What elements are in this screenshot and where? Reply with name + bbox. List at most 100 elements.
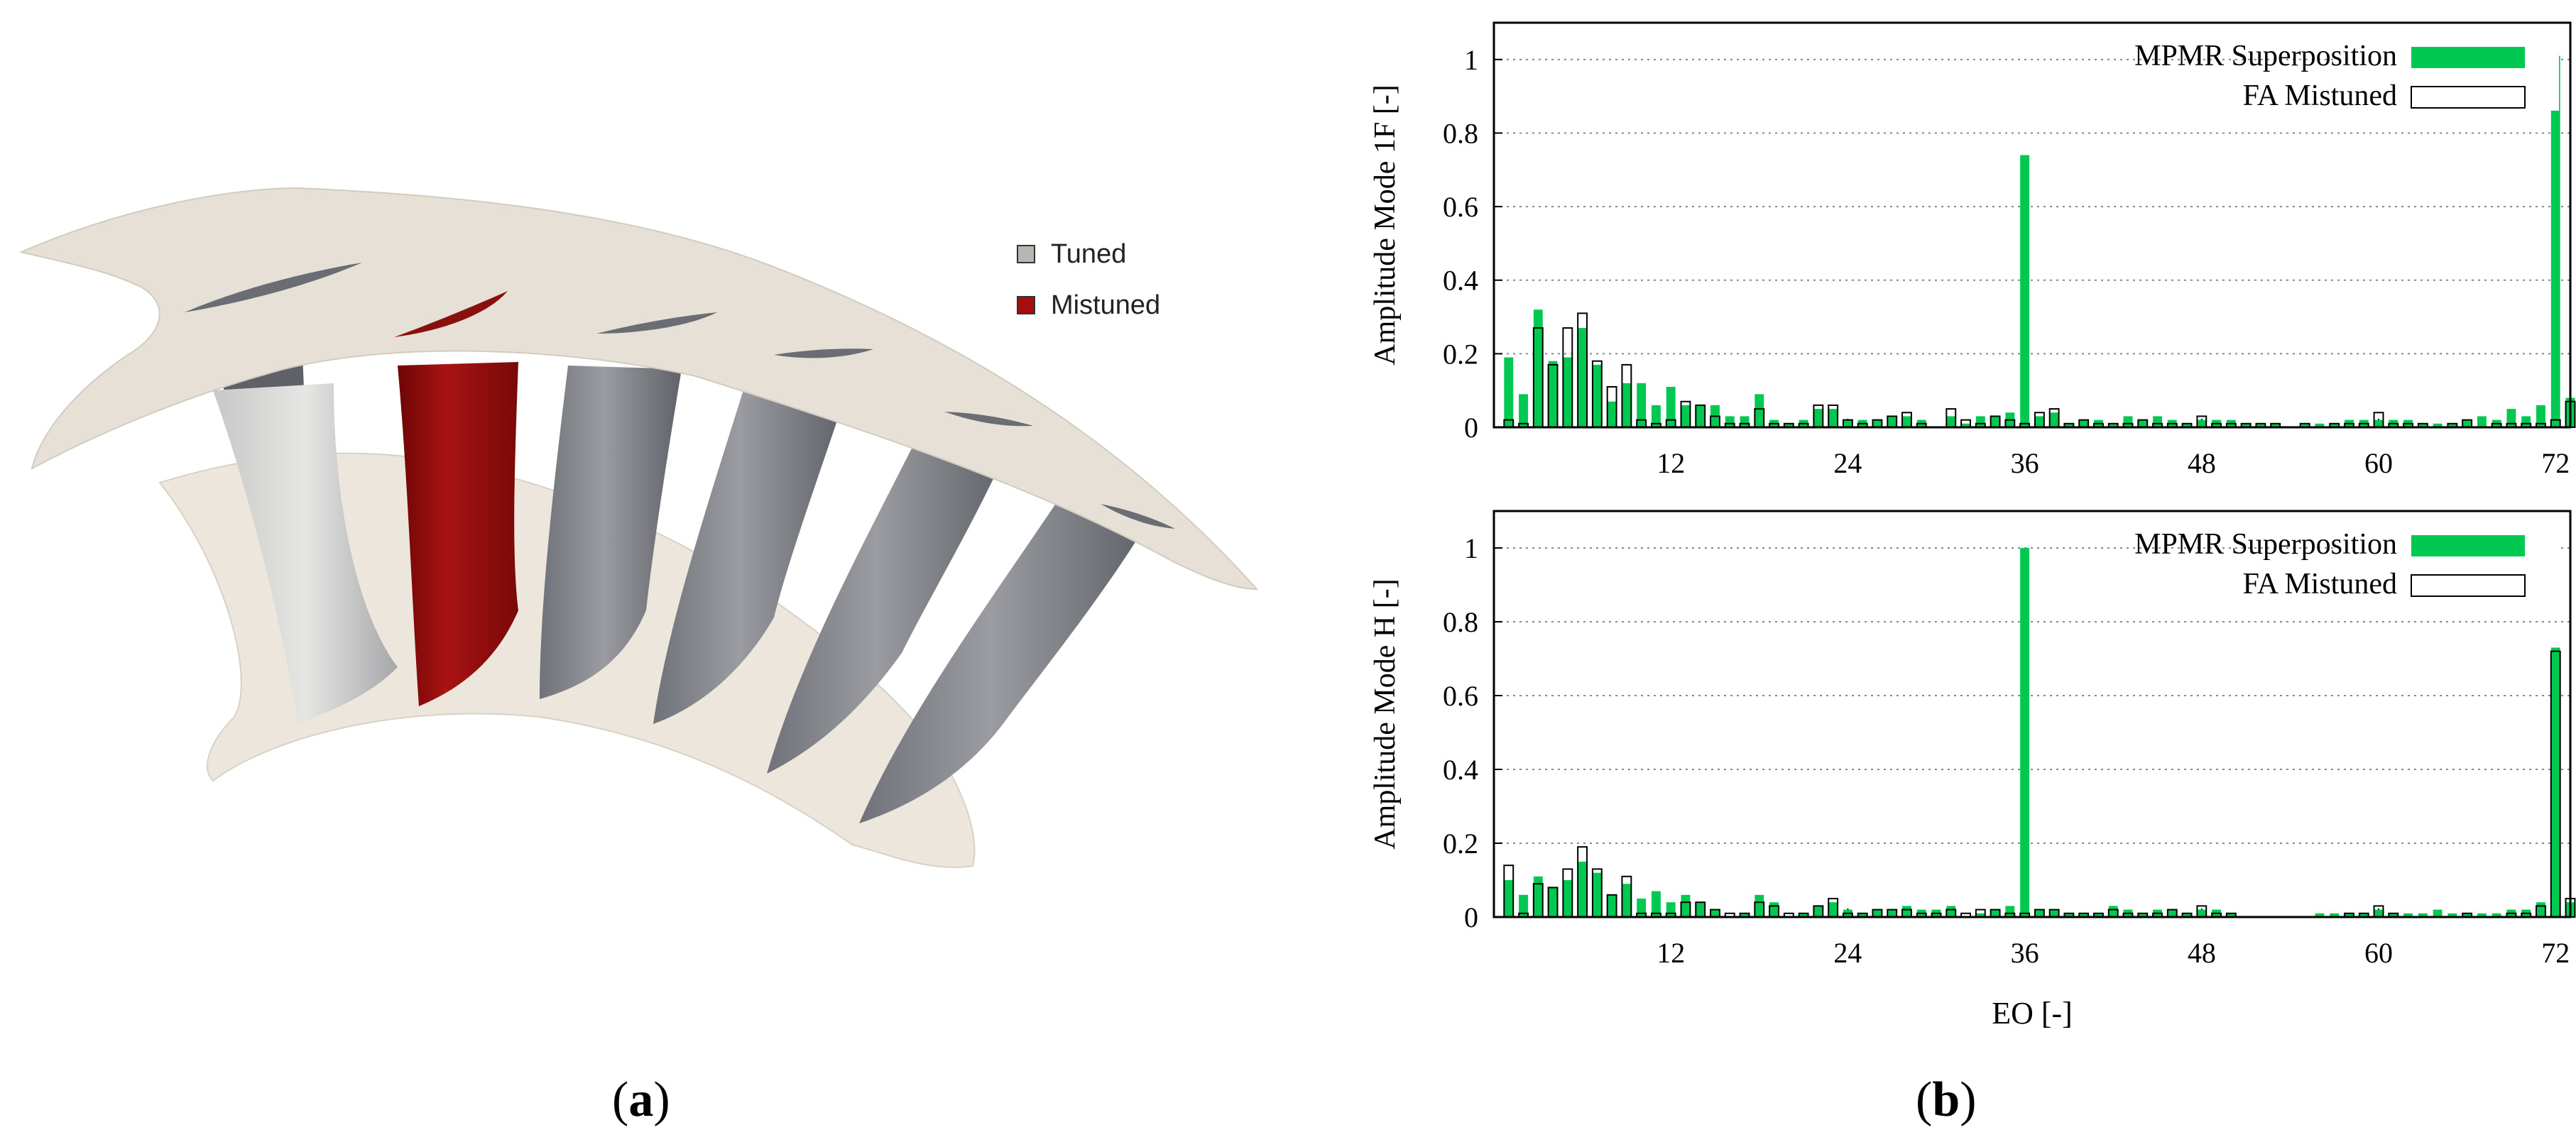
legend-swatch-fa [2411, 86, 2526, 109]
y-tick-label: 1 [1464, 532, 1478, 564]
bar-mpmr-superposition [1740, 913, 1750, 917]
bar-mpmr-superposition [2418, 913, 2428, 917]
bar-mpmr-superposition [1548, 361, 1558, 427]
legend-swatch-mistuned [1017, 296, 1035, 314]
bar-mpmr-superposition [1799, 913, 1808, 917]
y-tick-label: 0.8 [1443, 606, 1478, 638]
bar-mpmr-superposition [2079, 419, 2089, 427]
caption-a: (a) [612, 1072, 670, 1127]
bar-mpmr-superposition [1784, 423, 1794, 427]
bar-mpmr-superposition [1696, 902, 1705, 917]
plot-frame [1492, 510, 2572, 918]
bar-mpmr-superposition [2462, 913, 2472, 917]
bar-mpmr-superposition [1622, 884, 1632, 917]
bar-mpmr-superposition [1622, 383, 1632, 427]
bar-mpmr-superposition [2094, 913, 2103, 917]
bar-mpmr-superposition [2492, 913, 2501, 917]
bar-mpmr-superposition [2271, 423, 2281, 427]
bar-mpmr-superposition [1533, 876, 1543, 917]
legend-label-fa: FA Mistuned [2243, 79, 2397, 112]
bar-mpmr-superposition [2153, 416, 2162, 427]
blade-tuned-3 [653, 383, 845, 724]
bar-mpmr-superposition [2064, 913, 2074, 917]
bar-mpmr-superposition [2536, 405, 2545, 427]
blade-tuned-2 [540, 366, 682, 699]
bar-mpmr-superposition [1563, 880, 1573, 917]
x-tick-label: 12 [1657, 937, 1685, 969]
legend-swatch-tuned [1017, 245, 1035, 263]
bar-mpmr-superposition [1872, 909, 1882, 917]
bar-mpmr-superposition [2005, 906, 2015, 917]
y-tick-label: 0.2 [1443, 828, 1478, 860]
bar-mpmr-superposition [2374, 419, 2384, 427]
bar-mpmr-superposition [2049, 909, 2059, 917]
legend-item-mistuned: Mistuned [1017, 280, 1160, 331]
bar-mpmr-superposition [1533, 309, 1543, 427]
y-tick-label: 0.6 [1443, 680, 1478, 712]
bar-mpmr-superposition [2182, 913, 2192, 917]
bar-mpmr-superposition [1961, 423, 1970, 427]
bar-mpmr-superposition [2123, 416, 2133, 427]
bar-mpmr-superposition [2034, 909, 2044, 917]
legend-label-tuned: Tuned [1051, 238, 1127, 269]
bar-mpmr-superposition [1519, 394, 1528, 427]
y-tick-label: 1 [1464, 44, 1478, 76]
bar-mpmr-superposition [2433, 423, 2443, 427]
x-tick-label: 24 [1833, 937, 1862, 969]
legend-label-mistuned: Mistuned [1051, 290, 1161, 320]
legend-item-tuned: Tuned [1017, 229, 1160, 280]
bar-mpmr-superposition [2197, 419, 2207, 427]
y-tick-label: 0.8 [1443, 117, 1478, 149]
bar-mpmr-superposition [1946, 906, 1956, 917]
y-axis-label: Amplitude Mode H [-] [1369, 578, 1402, 849]
bar-mpmr-superposition [1828, 409, 1838, 427]
bar-mpmr-superposition [2020, 548, 2030, 917]
bar-mpmr-superposition [1607, 894, 1617, 917]
blisk-sector-rendering [18, 187, 1259, 869]
bar-mpmr-superposition [1843, 419, 1852, 427]
bar-mpmr-superposition [2374, 909, 2384, 917]
bar-mpmr-superposition [2138, 913, 2148, 917]
bar-mpmr-superposition [1578, 862, 1588, 917]
bar-mpmr-superposition [1975, 416, 1985, 427]
bar-mpmr-superposition [1710, 909, 1720, 917]
bar-mpmr-superposition [1652, 405, 1661, 427]
bar-mpmr-superposition [2256, 423, 2266, 427]
bar-mpmr-superposition [2330, 913, 2340, 917]
shroud-slot-3 [774, 349, 873, 358]
panel-b-amplitude-charts: 0 0.2 0.4 0.6 0.8 1 12 24 36 48 60 72 Amplitude Mode… [1335, 0, 2576, 1147]
shroud-slot-4 [944, 412, 1033, 427]
bar-mpmr-superposition [1607, 401, 1617, 427]
bar-mpmr-superposition [1975, 913, 1985, 917]
x-tick-label: 60 [2364, 447, 2393, 479]
bar-mpmr-superposition [1857, 913, 1867, 917]
y-tick-label: 0.4 [1443, 754, 1478, 786]
bar-mpmr-superposition [1637, 899, 1647, 917]
bar-mpmr-superposition [1872, 419, 1882, 427]
x-axis-label: EO [-] [1992, 996, 2073, 1031]
bar-mpmr-superposition [2536, 902, 2545, 917]
y-tick-label: 0.6 [1443, 191, 1478, 223]
bar-mpmr-superposition [1696, 405, 1705, 427]
bar-mpmr-superposition [1754, 894, 1764, 917]
bar-mpmr-superposition [2550, 647, 2560, 917]
bar-mpmr-superposition [1652, 891, 1661, 917]
bar-mpmr-superposition [2447, 913, 2457, 917]
bar-mpmr-superposition [2462, 419, 2472, 427]
legend-label-mpmr: MPMR Superposition [2134, 40, 2397, 72]
legend-label-fa: FA Mistuned [2243, 568, 2397, 600]
y-tick-label: 0.2 [1443, 338, 1478, 370]
bar-mpmr-superposition [2477, 913, 2487, 917]
bar-mpmr-superposition [2359, 913, 2369, 917]
bar-mpmr-superposition [2300, 423, 2310, 427]
bar-mpmr-superposition [2447, 423, 2457, 427]
bar-mpmr-superposition [2315, 913, 2325, 917]
bar-mpmr-superposition [2418, 423, 2428, 427]
bar-mpmr-superposition [1725, 416, 1735, 427]
blade-mistuned [398, 362, 518, 706]
x-tick-label: 60 [2364, 937, 2393, 969]
panel-a-blade-illustration: Tuned Mistuned (a) [18, 187, 1259, 1127]
x-tick-label: 48 [2188, 447, 2216, 479]
x-tick-label: 24 [1833, 447, 1862, 479]
bar-mpmr-superposition [2034, 416, 2044, 427]
